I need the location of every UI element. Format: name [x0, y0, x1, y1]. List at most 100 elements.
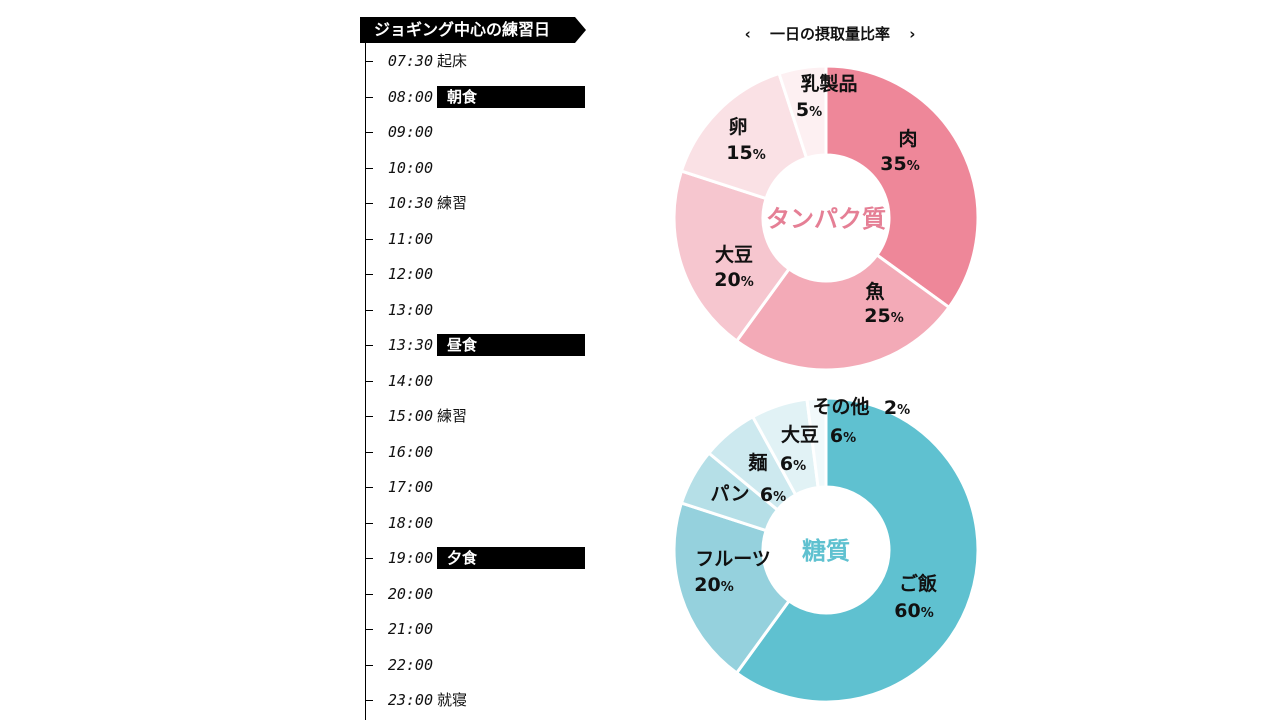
slice-value-label: 60%	[894, 600, 933, 622]
schedule-time: 10:30	[387, 194, 433, 212]
schedule-time: 09:00	[387, 123, 433, 141]
slice-unit: %	[753, 148, 766, 163]
pie-slice	[679, 71, 809, 201]
timeline-tick	[365, 61, 373, 62]
chart-title: タンパク質	[766, 205, 886, 233]
slice-name-label: 卵	[728, 115, 747, 138]
slice-name-label: 麺	[747, 451, 767, 474]
meal-label: 夕食	[437, 547, 585, 569]
timeline-tick	[365, 558, 373, 559]
slice-name-label: 大豆	[715, 243, 753, 266]
slice-value-label: 6%	[830, 425, 856, 447]
slice-unit: %	[741, 275, 754, 290]
timeline-tick	[365, 132, 373, 133]
schedule-time: 11:00	[387, 229, 433, 248]
slice-value: 6	[760, 484, 773, 506]
slice-unit: %	[921, 606, 934, 621]
timeline-line	[365, 43, 366, 720]
timeline-tick	[365, 664, 373, 666]
slice-name-label: 乳製品	[800, 72, 857, 95]
schedule-time: 18:00	[387, 513, 433, 532]
slice-unit: %	[891, 311, 904, 326]
pie-slice	[672, 169, 792, 344]
meal-label: 昼食	[437, 334, 585, 356]
slice-name-label: パン	[711, 483, 750, 505]
next-chevron-icon[interactable]: ›	[909, 25, 916, 43]
slice-value-label: 15%	[726, 142, 765, 164]
slice-unit: %	[721, 580, 734, 595]
schedule-time: 15:00	[387, 407, 433, 425]
slice-value: 15	[726, 142, 752, 164]
schedule-time: 14:00	[387, 371, 433, 390]
schedule-time: 19:00	[387, 549, 433, 567]
slice-value: 20	[694, 574, 720, 596]
activity-label: 起床	[437, 52, 468, 70]
pie-nav: ‹ 一日の摂取量比率 ›	[720, 22, 940, 46]
slice-value: 6	[780, 453, 793, 475]
slice-value: 60	[894, 600, 920, 622]
timeline-tick	[365, 167, 373, 169]
slice-value: 20	[714, 269, 740, 291]
timeline-tick	[365, 274, 373, 275]
timeline-tick	[365, 96, 373, 98]
slice-unit: %	[907, 159, 920, 174]
slice-name-label: 魚	[865, 280, 884, 303]
slice-value: 35	[880, 153, 906, 175]
schedule-time: 16:00	[387, 442, 433, 461]
pie-slice	[777, 64, 828, 160]
timeline-tick	[365, 487, 373, 488]
schedule-time: 07:30	[387, 52, 433, 70]
slice-name-label: 大豆	[781, 423, 819, 446]
schedule-title: ジョギング中心の練習日	[360, 17, 586, 43]
slice-value-label: 2%	[884, 397, 910, 419]
slice-value: 6	[830, 425, 843, 447]
schedule-time: 22:00	[387, 655, 433, 674]
prev-chevron-icon[interactable]: ‹	[744, 25, 751, 43]
activity-label: 練習	[437, 194, 468, 212]
slice-unit: %	[843, 431, 856, 446]
timeline-tick	[365, 593, 373, 595]
schedule-time: 21:00	[387, 620, 433, 638]
meal-label: 朝食	[437, 85, 585, 108]
pie-slice	[805, 396, 828, 490]
slice-value: 5	[796, 99, 809, 121]
schedule-time: 12:00	[387, 265, 433, 283]
slice-unit: %	[897, 403, 910, 418]
slice-value-label: 20%	[694, 574, 733, 596]
slice-unit: %	[793, 459, 806, 474]
slice-name-label: ご飯	[899, 572, 937, 595]
slice-name-label: 肉	[898, 127, 917, 150]
pie-slice	[672, 501, 792, 676]
slice-value: 25	[864, 305, 890, 327]
timeline-tick	[365, 238, 373, 240]
timeline-tick	[365, 345, 373, 346]
slice-value: 2	[884, 397, 897, 419]
schedule-time: 10:00	[387, 158, 433, 177]
timeline-tick	[365, 416, 373, 417]
schedule-time: 17:00	[387, 478, 433, 496]
timeline-tick	[365, 522, 373, 524]
slice-name-label: その他	[812, 395, 869, 418]
schedule-panel: ジョギング中心の練習日 07:30 起床 08:00 朝食 09:00 10:00 10:3…	[360, 0, 600, 720]
timeline-tick	[365, 629, 373, 630]
activity-label: 就寝	[437, 691, 468, 709]
schedule-time: 23:00	[387, 691, 433, 709]
slice-value-label: 35%	[880, 153, 919, 175]
activity-label: 練習	[437, 407, 468, 425]
schedule-time: 20:00	[387, 584, 433, 603]
chart-title: 糖質	[802, 537, 850, 565]
slice-name-label: フルーツ	[695, 548, 771, 570]
schedule-time: 08:00	[387, 87, 433, 106]
timeline-tick	[365, 309, 373, 311]
slice-unit: %	[809, 105, 822, 120]
timeline-tick	[365, 380, 373, 382]
slice-value-label: 25%	[864, 305, 903, 327]
pie-slice	[824, 64, 980, 310]
pie-nav-title: 一日の摂取量比率	[769, 25, 890, 43]
slice-value-label: 6%	[780, 453, 806, 475]
slice-value-label: 20%	[714, 269, 753, 291]
timeline-tick	[365, 451, 373, 453]
pie-slice	[734, 396, 980, 704]
timeline-tick	[365, 700, 373, 701]
